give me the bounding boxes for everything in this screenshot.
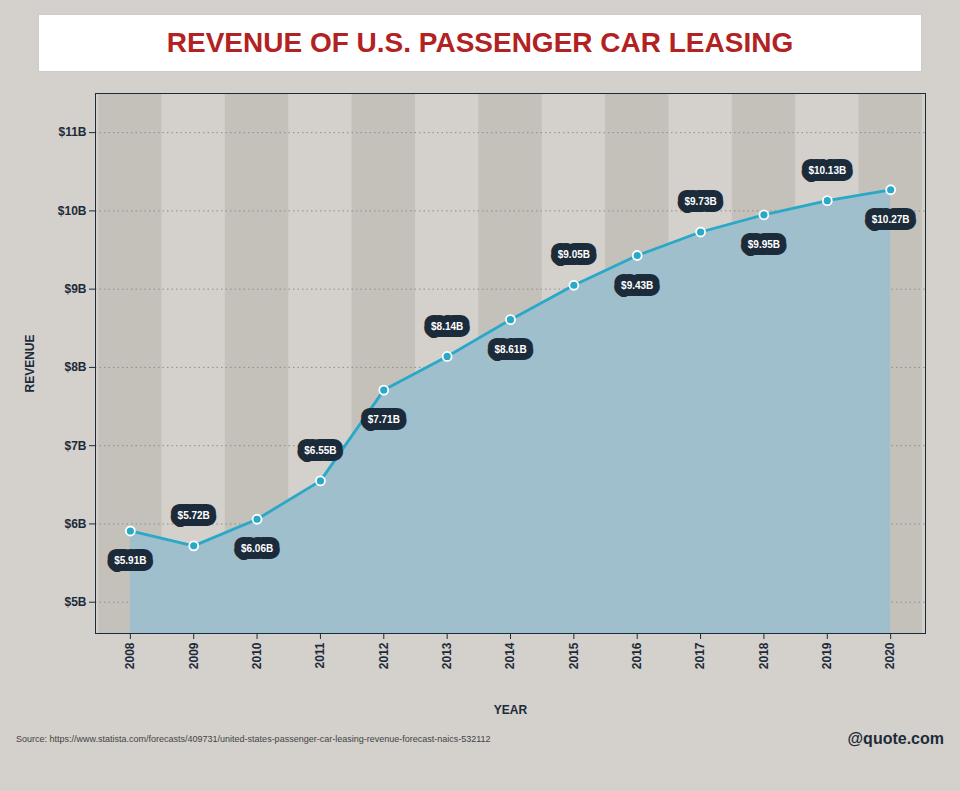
svg-text:$9B: $9B bbox=[64, 282, 86, 296]
svg-text:$8B: $8B bbox=[64, 360, 86, 374]
html-text:@quote.com: @quote.com bbox=[847, 730, 944, 747]
svg-text:YEAR: YEAR bbox=[494, 703, 528, 717]
svg-text:$5B: $5B bbox=[64, 595, 86, 609]
svg-text:2014: 2014 bbox=[503, 642, 517, 669]
svg-text:$6.55B: $6.55B bbox=[304, 445, 336, 456]
svg-text:$9.95B: $9.95B bbox=[748, 239, 780, 250]
svg-text:$6B: $6B bbox=[64, 517, 86, 531]
svg-text:$10B: $10B bbox=[58, 204, 87, 218]
svg-text:2017: 2017 bbox=[693, 642, 707, 669]
svg-text:REVENUE: REVENUE bbox=[23, 334, 37, 392]
svg-text:2018: 2018 bbox=[757, 642, 771, 669]
html-text:REVENUE OF U.S. PASSENGER CAR: REVENUE OF U.S. PASSENGER CAR LEASING bbox=[166, 27, 794, 58]
svg-text:2012: 2012 bbox=[377, 642, 391, 669]
svg-text:2016: 2016 bbox=[630, 642, 644, 669]
svg-text:$7B: $7B bbox=[64, 439, 86, 453]
svg-text:$9.43B: $9.43B bbox=[621, 280, 653, 291]
svg-text:$10.13B: $10.13B bbox=[808, 165, 846, 176]
svg-text:$10.27B: $10.27B bbox=[872, 214, 910, 225]
svg-text:$5.91B: $5.91B bbox=[114, 555, 146, 566]
svg-text:$6.06B: $6.06B bbox=[241, 543, 273, 554]
svg-text:$8.14B: $8.14B bbox=[431, 321, 463, 332]
svg-text:2008: 2008 bbox=[123, 642, 137, 669]
svg-text:2011: 2011 bbox=[313, 642, 327, 668]
html-text:Source: https://www.statista.c: Source: https://www.statista.com/forecas… bbox=[16, 734, 491, 744]
svg-text:2010: 2010 bbox=[250, 642, 264, 669]
svg-text:2019: 2019 bbox=[820, 642, 834, 669]
svg-text:2013: 2013 bbox=[440, 642, 454, 669]
svg-text:$5.72B: $5.72B bbox=[178, 510, 210, 521]
svg-text:2015: 2015 bbox=[567, 642, 581, 669]
svg-text:$11B: $11B bbox=[58, 125, 86, 139]
svg-text:$9.73B: $9.73B bbox=[684, 196, 716, 207]
svg-text:$8.61B: $8.61B bbox=[494, 344, 526, 355]
svg-text:$9.05B: $9.05B bbox=[558, 249, 590, 260]
svg-text:$7.71B: $7.71B bbox=[368, 414, 400, 425]
svg-text:2009: 2009 bbox=[187, 642, 201, 669]
svg-text:2020: 2020 bbox=[883, 642, 897, 669]
